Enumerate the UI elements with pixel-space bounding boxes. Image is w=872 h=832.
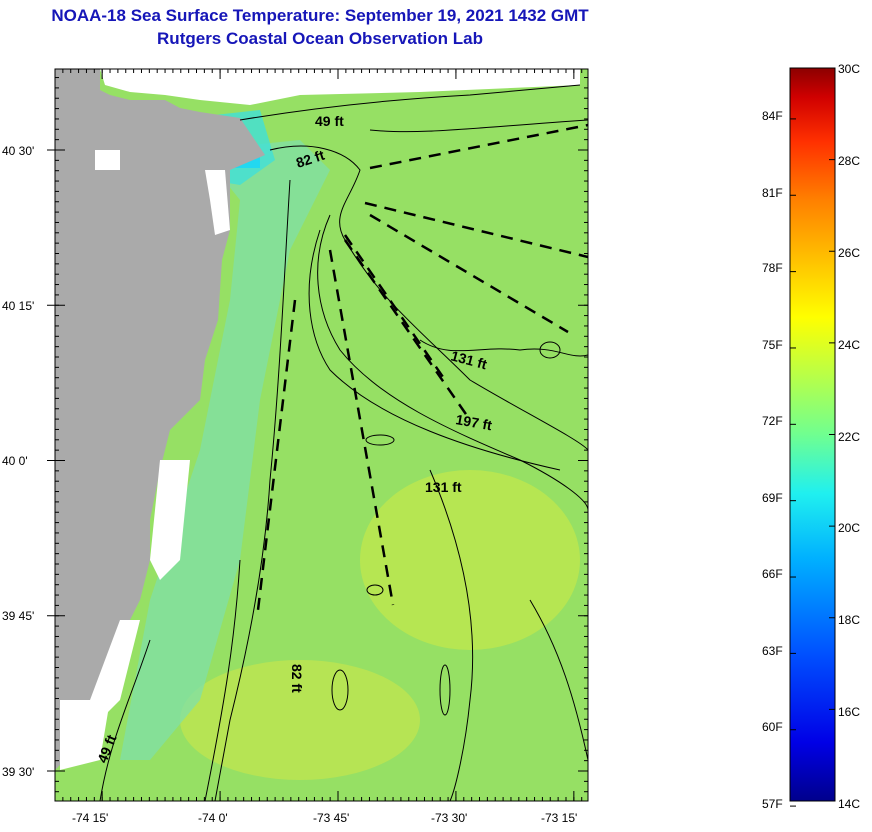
contour-island	[366, 584, 384, 596]
dashed-line	[369, 213, 569, 334]
colorbar-gradient	[789, 67, 836, 802]
dashed-line	[256, 299, 297, 611]
fahrenheit-label: 75F	[762, 338, 783, 352]
dashed-line	[343, 234, 447, 381]
dashed-boundaries	[256, 123, 588, 611]
lat-axis-labels: 40 30' 40 15' 40 0' 39 45' 39 30'	[2, 144, 34, 779]
fahrenheit-label: 66F	[762, 567, 783, 581]
depth-label: 131 ft	[425, 479, 462, 495]
map-frame	[54, 68, 589, 802]
no-data-area	[90, 620, 140, 720]
contour-island	[365, 434, 395, 446]
map-panel: 49 ft 82 ft 131 ft 197 ft 131 ft 82 ft 4…	[55, 69, 588, 801]
fahrenheit-label: 63F	[762, 644, 783, 658]
warm-water-patch	[360, 470, 580, 650]
celsius-label: 18C	[838, 613, 860, 627]
contour-line	[204, 559, 241, 801]
celsius-label: 26C	[838, 246, 860, 260]
depth-label: 197 ft	[454, 411, 493, 433]
fahrenheit-label: 72F	[762, 414, 783, 428]
contour-island	[331, 669, 349, 711]
dashed-line	[364, 201, 588, 259]
celsius-label: 30C	[838, 62, 860, 76]
no-data-area	[205, 170, 230, 235]
contour-island	[439, 664, 451, 716]
no-data-area	[150, 460, 190, 580]
celsius-label: 14C	[838, 797, 860, 811]
no-data-area	[60, 700, 110, 770]
colorbar: 30C 28C 26C 24C 22C 20C 18C 16C 14C 84F …	[762, 62, 860, 811]
celsius-label: 22C	[838, 430, 860, 444]
lon-tick-label: -73 45'	[313, 811, 349, 825]
celsius-label: 16C	[838, 705, 860, 719]
map-title: NOAA-18 Sea Surface Temperature: Septemb…	[51, 6, 589, 25]
contour-line	[239, 84, 581, 121]
no-data-area	[95, 150, 120, 170]
contour-line	[214, 179, 291, 801]
coastal-cool-water	[120, 140, 330, 760]
contour-line	[317, 214, 588, 511]
lon-tick-label: -73 15'	[541, 811, 577, 825]
minor-ticks	[54, 69, 588, 801]
colorbar-ticks	[790, 67, 835, 807]
contour-line	[419, 339, 588, 357]
lat-tick-label: 40 0'	[2, 454, 28, 468]
lon-tick-label: -74 0'	[198, 811, 228, 825]
depth-label: 49 ft	[315, 113, 344, 129]
warm-water-patch	[180, 660, 420, 780]
contour-line	[99, 639, 151, 801]
colorbar-fahrenheit-labels: 84F 81F 78F 75F 72F 69F 66F 63F 60F 57F	[762, 109, 783, 811]
major-ticks	[47, 69, 588, 801]
fahrenheit-label: 69F	[762, 491, 783, 505]
lat-tick-label: 40 15'	[2, 299, 34, 313]
bathymetry-contours	[99, 84, 588, 801]
fahrenheit-label: 81F	[762, 186, 783, 200]
contour-line	[369, 119, 588, 133]
celsius-label: 28C	[838, 154, 860, 168]
dashed-line	[343, 239, 472, 421]
fahrenheit-label: 60F	[762, 720, 783, 734]
contour-line	[429, 469, 474, 801]
depth-label: 82 ft	[289, 664, 305, 693]
lat-tick-label: 40 30'	[2, 144, 34, 158]
dashed-line	[369, 123, 588, 170]
celsius-label: 24C	[838, 338, 860, 352]
contour-line	[529, 599, 588, 761]
lon-axis-labels: -74 15' -74 0' -73 45' -73 30' -73 15'	[72, 811, 577, 825]
fahrenheit-label: 57F	[762, 797, 783, 811]
fahrenheit-label: 78F	[762, 261, 783, 275]
map-subtitle: Rutgers Coastal Ocean Observation Lab	[157, 29, 483, 48]
lon-tick-label: -74 15'	[72, 811, 108, 825]
fahrenheit-label: 84F	[762, 109, 783, 123]
lon-tick-label: -73 30'	[431, 811, 467, 825]
land-mass	[55, 69, 265, 770]
contour-island	[539, 341, 561, 359]
contour-line	[308, 229, 561, 471]
lat-tick-label: 39 30'	[2, 765, 34, 779]
celsius-label: 20C	[838, 521, 860, 535]
dashed-line	[328, 249, 395, 606]
colorbar-celsius-labels: 30C 28C 26C 24C 22C 20C 18C 16C 14C	[838, 62, 860, 811]
lat-tick-label: 39 45'	[2, 609, 34, 623]
